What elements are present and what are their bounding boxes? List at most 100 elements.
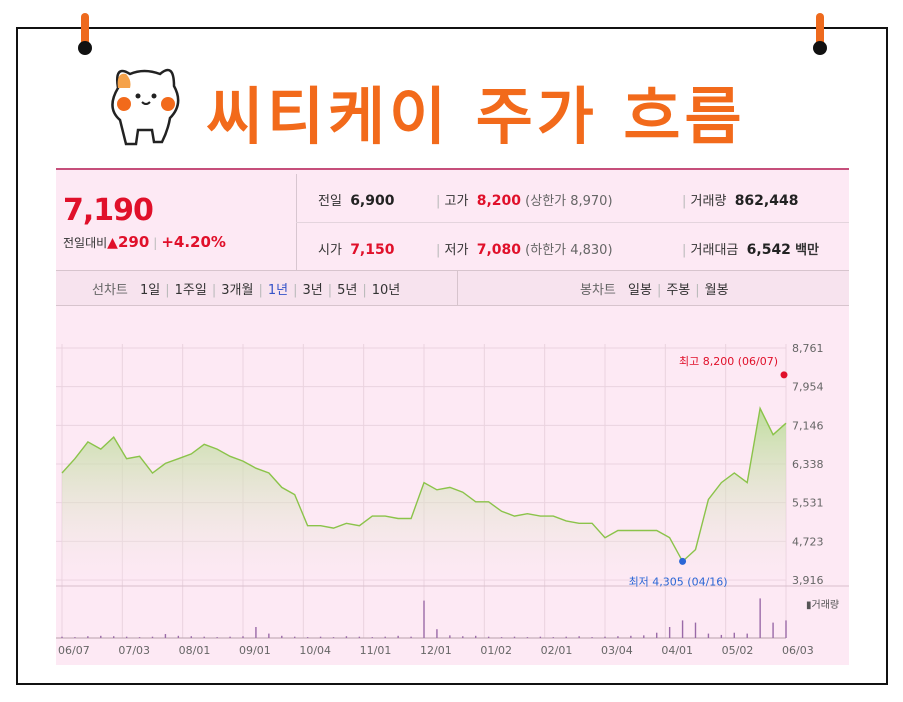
volume-bar	[74, 637, 76, 638]
volume-bar	[475, 635, 477, 638]
period-tabs: 선차트 1일 | 1주일 | 3개월 | 1년 | 3년 | 5년 | 10년	[92, 283, 401, 298]
y-tick-label: 6,338	[792, 458, 824, 471]
volume-bar	[707, 633, 710, 638]
open-price: 시가 7,150	[318, 242, 395, 258]
volume-bar	[759, 598, 761, 638]
x-tick-label: 01/02	[480, 644, 512, 657]
volume-bar	[384, 636, 386, 638]
x-tick-label: 07/03	[118, 644, 150, 657]
quote-summary: 7,190 전일대비▲290 | +4.20% 전일 6,900 | 고가 8,20…	[56, 168, 849, 272]
volume-bar	[216, 637, 218, 638]
tab-period-3[interactable]: 1년	[267, 283, 289, 298]
volume-bar	[229, 636, 231, 638]
volume-bar	[100, 635, 102, 638]
x-tick-label: 05/02	[722, 644, 754, 657]
volume-bar	[436, 629, 438, 638]
volume-bar	[552, 637, 554, 638]
volume-bar	[203, 636, 205, 638]
volume-bar	[87, 636, 89, 638]
volume-bar	[345, 636, 348, 638]
cat-mascot-icon	[111, 68, 180, 146]
binder-ring-left	[78, 13, 92, 55]
volume-bar	[177, 635, 180, 638]
volume-bar	[487, 636, 490, 638]
volume-bar	[630, 635, 632, 638]
y-tick-label: 7,954	[792, 381, 824, 394]
volume-bar	[255, 627, 257, 638]
min-label: 최저 4,305 (04/16)	[629, 575, 728, 588]
volume-bar	[332, 637, 335, 638]
trade-amount: | 거래대금 6,542 백만	[682, 242, 819, 258]
volume: | 거래량 862,448	[682, 193, 799, 209]
y-tick-label: 8,761	[792, 342, 824, 355]
volume-bar	[281, 635, 283, 638]
volume-bar	[604, 636, 606, 638]
volume-bar	[656, 632, 658, 638]
y-tick-label: 3,916	[792, 574, 824, 587]
volume-bar	[578, 636, 580, 638]
tab-period-0[interactable]: 1일	[140, 283, 161, 298]
volume-legend: ▮거래량	[806, 599, 839, 611]
tab-period-1[interactable]: 1주일	[174, 283, 207, 298]
y-tick-label: 4,723	[792, 535, 824, 548]
volume-bar	[164, 634, 167, 638]
x-tick-label: 02/01	[541, 644, 573, 657]
x-tick-label: 08/01	[179, 644, 211, 657]
volume-bar	[397, 635, 399, 638]
tab-period-4[interactable]: 3년	[302, 283, 323, 298]
change-value: 290	[117, 233, 150, 251]
x-tick-label: 10/04	[299, 644, 331, 657]
volume-bar	[591, 637, 593, 638]
current-price: 7,190	[63, 193, 154, 228]
volume-bar	[565, 636, 567, 638]
volume-bar	[500, 637, 503, 638]
volume-bar	[358, 636, 361, 638]
volume-bar	[306, 637, 309, 638]
x-tick-label: 11/01	[360, 644, 392, 657]
volume-bar	[125, 636, 128, 638]
volume-bar	[733, 632, 735, 638]
x-tick-label: 04/01	[661, 644, 693, 657]
volume-bar	[190, 636, 192, 638]
volume-bar	[113, 636, 115, 638]
volume-bar	[694, 622, 697, 638]
line-chart-label: 선차트	[92, 283, 128, 298]
tab-period-5[interactable]: 5년	[337, 283, 358, 298]
stock-panel: 7,190 전일대비▲290 | +4.20% 전일 6,900 | 고가 8,20…	[56, 168, 849, 665]
volume-bar	[410, 636, 412, 638]
price-area	[62, 408, 786, 580]
volume-bar	[668, 627, 671, 638]
y-tick-label: 7,146	[792, 419, 824, 432]
x-tick-label: 06/03	[782, 644, 814, 657]
binder-ring-right	[813, 13, 827, 55]
tab-candle-2[interactable]: 월봉	[704, 283, 729, 298]
price-line	[61, 406, 787, 563]
tab-period-6[interactable]: 10년	[371, 283, 401, 298]
price-change: 전일대비▲290 | +4.20%	[63, 233, 226, 251]
volume-bar	[681, 620, 684, 638]
volume-bar	[785, 620, 787, 638]
volume-bar	[526, 637, 529, 638]
volume-bar	[268, 633, 270, 638]
volume-bar	[151, 636, 154, 638]
tab-candle-1[interactable]: 주봉	[666, 283, 691, 298]
tab-period-2[interactable]: 3개월	[221, 283, 254, 298]
change-percent: +4.20%	[161, 233, 226, 251]
volume-bar	[746, 633, 748, 638]
volume-bar	[462, 636, 464, 638]
page-title: 씨티케이 주가 흐름	[206, 80, 746, 153]
volume-bar	[617, 636, 619, 638]
y-tick-label: 5,531	[792, 497, 824, 510]
low-price: | 저가 7,080 (하한가 4,830)	[436, 242, 613, 258]
chart-tab-bar: 선차트 1일 | 1주일 | 3개월 | 1년 | 3년 | 5년 | 10년 봉차트 일봉 | 주봉 | 월봉	[56, 270, 849, 306]
volume-bar	[423, 600, 425, 638]
tab-candle-0[interactable]: 일봉	[628, 283, 652, 298]
volume-bar	[720, 634, 723, 638]
volume-bar	[772, 622, 774, 638]
volume-bar	[319, 636, 322, 638]
volume-bar	[539, 636, 542, 638]
max-marker	[780, 371, 788, 379]
max-label: 최고 8,200 (06/07)	[679, 355, 778, 368]
x-tick-label: 03/04	[601, 644, 633, 657]
candle-tabs: 봉차트 일봉 | 주봉 | 월봉	[580, 283, 729, 298]
